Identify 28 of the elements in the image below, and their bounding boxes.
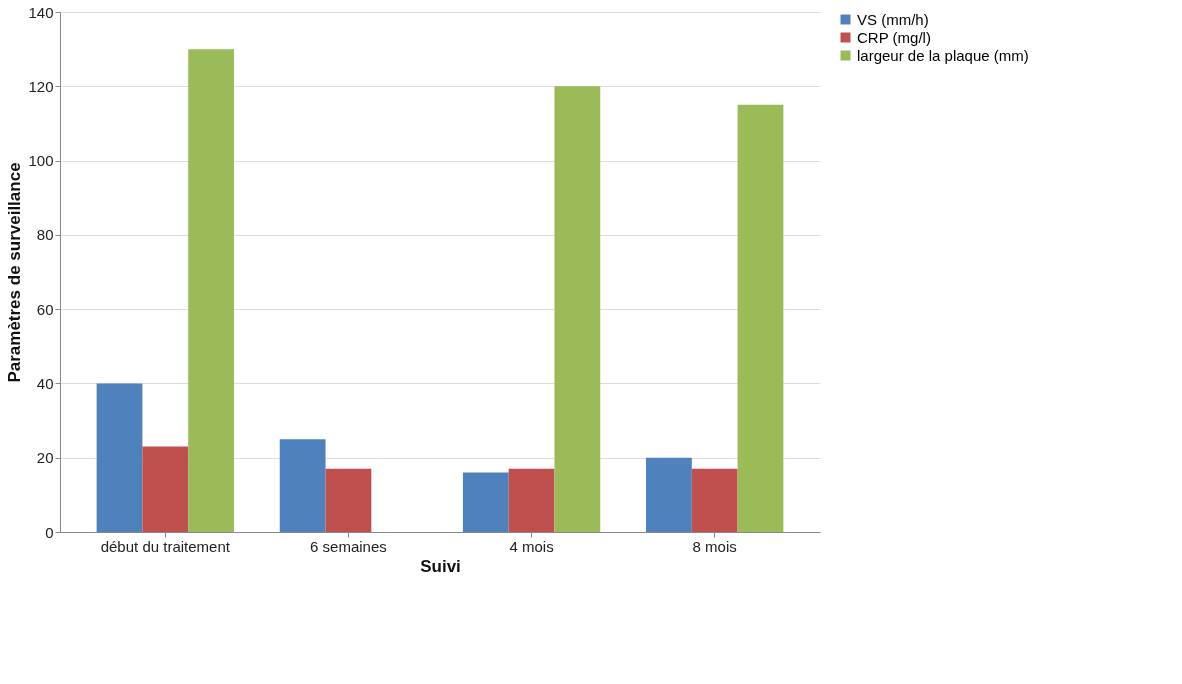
y-tick-label: 40 — [36, 374, 54, 392]
x-tick-label: 4 mois — [509, 537, 554, 555]
legend-label: VS (mm/h) — [857, 10, 929, 28]
bar — [142, 446, 189, 532]
legend-label: largeur de la plaque (mm) — [857, 46, 1029, 64]
bar — [737, 104, 784, 532]
bar — [462, 472, 509, 532]
y-axis-title: Paramètres de surveillance — [5, 162, 25, 383]
bar — [646, 457, 692, 532]
x-tick-label: 8 mois — [692, 537, 737, 555]
bar — [96, 383, 143, 532]
bar — [554, 86, 601, 532]
bar — [508, 468, 555, 532]
y-tick-label: 80 — [36, 226, 54, 244]
x-tick-label: début du traitement — [100, 537, 231, 555]
bar — [188, 49, 234, 532]
bar — [279, 439, 326, 532]
y-tick-label: 140 — [28, 3, 54, 21]
bar — [325, 468, 372, 532]
y-tick-label: 100 — [28, 152, 54, 170]
x-tick-label: 6 semaines — [310, 537, 387, 555]
y-tick-label: 60 — [36, 300, 54, 318]
y-tick-label: 20 — [36, 449, 54, 467]
y-tick-label: 120 — [28, 77, 54, 95]
y-tick-label: 0 — [45, 523, 54, 541]
x-axis-title: Suivi — [420, 556, 461, 576]
legend-label: CRP (mg/l) — [857, 28, 931, 46]
bar — [691, 468, 738, 532]
